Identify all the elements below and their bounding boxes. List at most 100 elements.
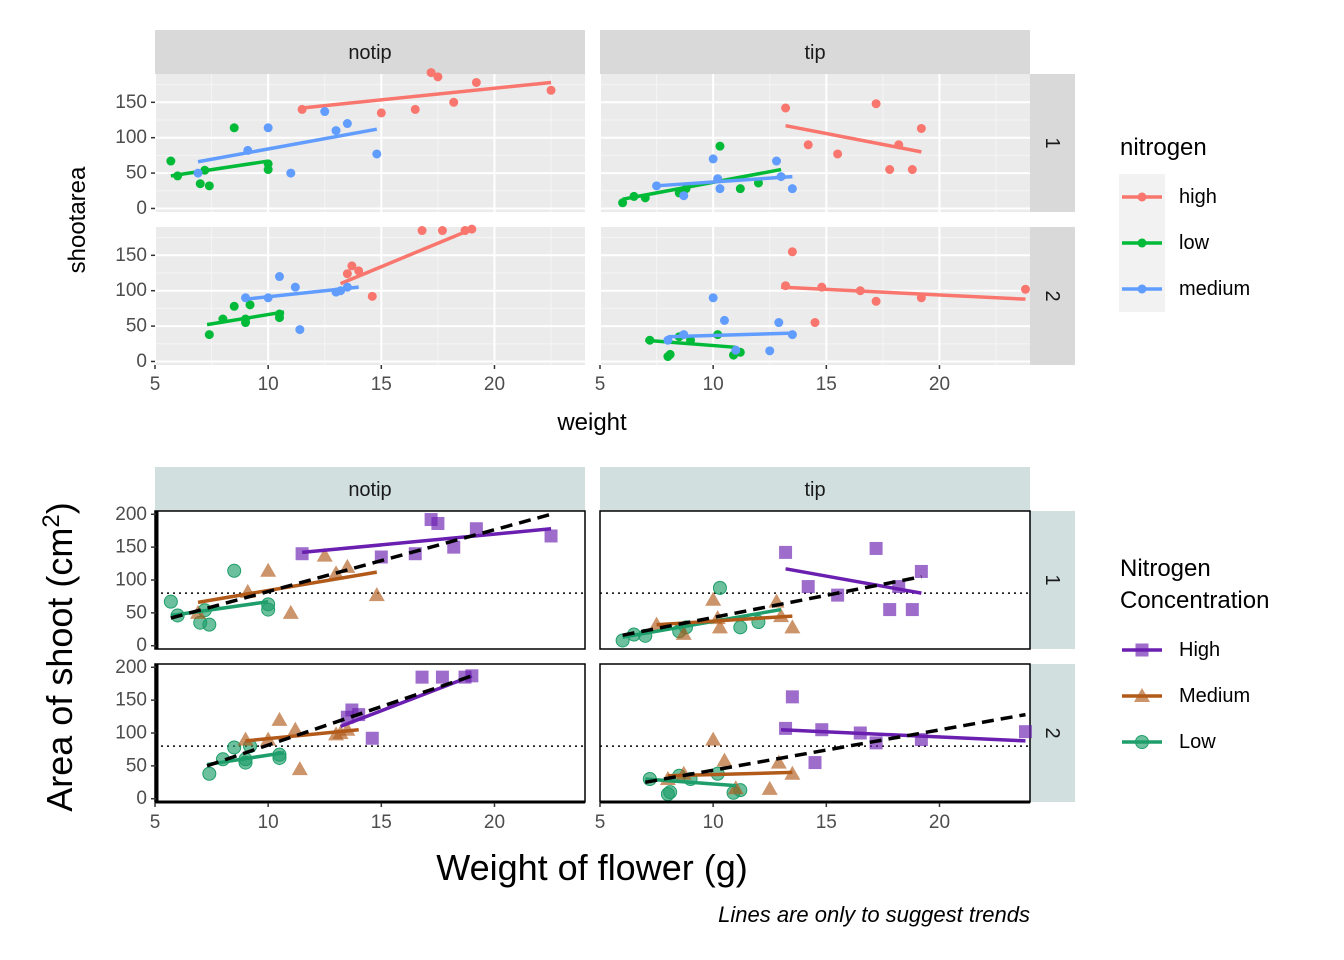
data-point-High	[779, 545, 793, 559]
data-point-high	[916, 123, 926, 133]
trend-line-medium	[667, 331, 793, 339]
data-point-medium	[679, 191, 689, 201]
facet-label-tip: tip	[804, 479, 825, 501]
trend-line-high	[780, 285, 1026, 301]
facet-label-row-2: 2	[1041, 290, 1063, 301]
y-tick-label: 100	[115, 127, 147, 148]
x-tick-label: 10	[258, 374, 279, 395]
data-point-Medium	[287, 721, 304, 736]
data-point-medium	[193, 168, 203, 178]
data-point-High	[883, 603, 897, 617]
y-tick-label: 100	[115, 280, 147, 301]
x-tick-label: 20	[484, 812, 505, 833]
data-point-Medium	[716, 752, 733, 767]
legend-title-line1: Nitrogen	[1120, 555, 1211, 582]
data-point-High	[435, 670, 449, 684]
y-tick-label: 50	[126, 755, 147, 776]
data-point-high	[471, 77, 481, 87]
data-point-Medium	[770, 754, 787, 769]
facet-label-tip: tip	[804, 42, 825, 64]
data-point-medium	[715, 184, 725, 194]
data-point-High	[365, 731, 379, 745]
overall-trend-line	[622, 574, 922, 637]
x-tick-label: 5	[150, 374, 161, 395]
y-tick-label: 200	[115, 504, 147, 525]
data-point-medium	[731, 345, 741, 355]
data-point-Medium	[784, 619, 801, 634]
legend-key-point-medium	[1137, 284, 1147, 294]
data-point-Medium	[705, 731, 722, 746]
data-point-high	[907, 165, 917, 175]
facet-label-notip: notip	[348, 42, 391, 64]
facet-strip-notip	[155, 30, 585, 74]
data-point-high	[354, 266, 364, 276]
x-axis-title: weight	[556, 409, 627, 436]
y-axis-title: shootarea	[64, 166, 91, 273]
top-panel-notip-1	[154, 68, 585, 212]
legend-title: nitrogen	[1120, 134, 1207, 161]
data-point-Low	[202, 617, 217, 632]
facet-label-row-1: 1	[1041, 574, 1063, 585]
panel-background	[155, 74, 585, 212]
data-point-medium	[295, 325, 305, 335]
legend-label-Low: Low	[1179, 731, 1216, 753]
data-point-Medium	[705, 591, 722, 606]
top-panel-notip-2	[154, 224, 585, 365]
legend-label-High: High	[1179, 639, 1220, 661]
data-point-medium	[290, 282, 300, 292]
data-point-high	[449, 97, 459, 107]
x-tick-label: 15	[371, 374, 392, 395]
data-point-low	[665, 349, 675, 359]
data-point-medium	[342, 119, 352, 129]
facet-strip-row-2	[1030, 664, 1075, 802]
data-point-low	[204, 330, 214, 340]
data-point-medium	[708, 154, 718, 164]
data-point-Low	[202, 766, 217, 781]
x-tick-label: 5	[595, 374, 606, 395]
x-tick-label: 20	[484, 374, 505, 395]
data-point-High	[1018, 725, 1032, 739]
x-tick-label: 5	[150, 812, 161, 833]
data-point-high	[433, 72, 443, 82]
data-point-medium	[263, 123, 273, 133]
data-point-medium	[708, 293, 718, 303]
data-point-high	[1020, 284, 1030, 294]
data-point-High	[831, 588, 845, 602]
y-tick-label: 100	[115, 570, 147, 591]
trend-line-High	[301, 527, 552, 555]
data-point-High	[447, 540, 461, 554]
trend-line-high	[785, 123, 922, 154]
data-point-high	[787, 247, 797, 257]
data-point-high	[810, 318, 820, 328]
x-tick-label: 10	[703, 374, 724, 395]
data-point-Medium	[260, 562, 277, 577]
data-point-high	[885, 165, 895, 175]
data-point-High	[431, 516, 445, 530]
facet-strip-tip	[600, 30, 1030, 74]
bottom-panel-tip-1	[599, 510, 1031, 650]
y-tick-label: 50	[126, 602, 147, 623]
data-point-Medium	[368, 587, 385, 602]
y-axis-title-superscript: 2	[38, 514, 65, 527]
legend-title-line2: Concentration	[1120, 587, 1269, 614]
y-axis-title-close: )	[39, 502, 80, 514]
facet-strip-tip	[600, 467, 1030, 511]
facet-strip-row-2	[1030, 227, 1075, 365]
trend-line-high	[339, 227, 473, 286]
x-tick-label: 15	[816, 374, 837, 395]
y-tick-label: 0	[136, 635, 147, 656]
facet-strip-notip	[155, 467, 585, 511]
data-point-Medium	[282, 604, 299, 619]
data-point-Low	[733, 620, 748, 635]
data-point-High	[801, 580, 815, 594]
data-point-Low	[261, 597, 276, 612]
x-tick-label: 20	[929, 374, 950, 395]
legend-label-high: high	[1179, 186, 1217, 208]
top-panel-tip-2	[599, 227, 1030, 365]
data-point-Low	[663, 785, 678, 800]
x-tick-label: 5	[595, 812, 606, 833]
data-point-high	[347, 261, 357, 271]
data-point-low	[204, 181, 214, 191]
data-point-low	[195, 179, 205, 189]
trend-line-High	[780, 727, 1026, 743]
